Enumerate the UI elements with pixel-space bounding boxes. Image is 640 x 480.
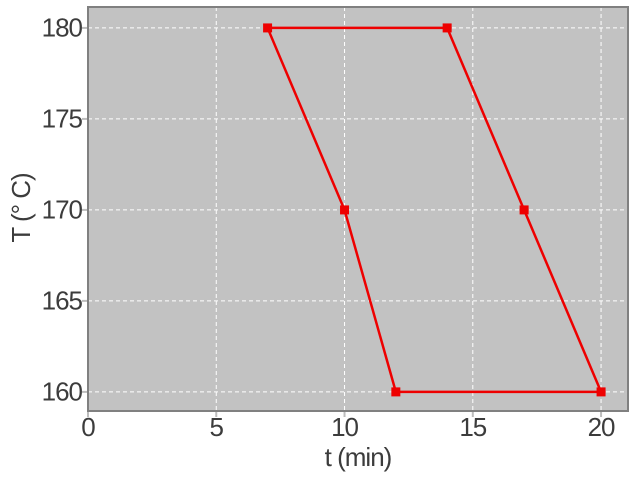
plot-frame: [87, 6, 629, 412]
y-tick-label: 175: [41, 103, 83, 134]
data-point-marker: [391, 387, 401, 397]
x-tick-label: 0: [81, 412, 96, 442]
data-point-marker: [263, 23, 273, 33]
y-axis-tick-labels: 160 165 170 175 180: [0, 0, 83, 480]
data-point-marker: [519, 205, 529, 215]
y-tick-label: 180: [41, 12, 83, 43]
x-tick-label: 15: [459, 412, 487, 442]
x-tick-label: 20: [587, 412, 616, 442]
data-point-marker: [340, 205, 350, 215]
y-axis-title: T (° C): [6, 173, 36, 243]
y-tick-label: 165: [41, 285, 83, 316]
data-point-marker: [596, 387, 606, 397]
data-point-marker: [442, 23, 452, 33]
y-tick-label: 170: [41, 194, 83, 225]
x-axis-title: t (min): [324, 442, 393, 472]
plot-background: [88, 7, 628, 411]
y-tick-label: 160: [41, 376, 83, 407]
x-tick-label: 10: [331, 412, 359, 442]
x-tick-label: 5: [209, 412, 225, 442]
